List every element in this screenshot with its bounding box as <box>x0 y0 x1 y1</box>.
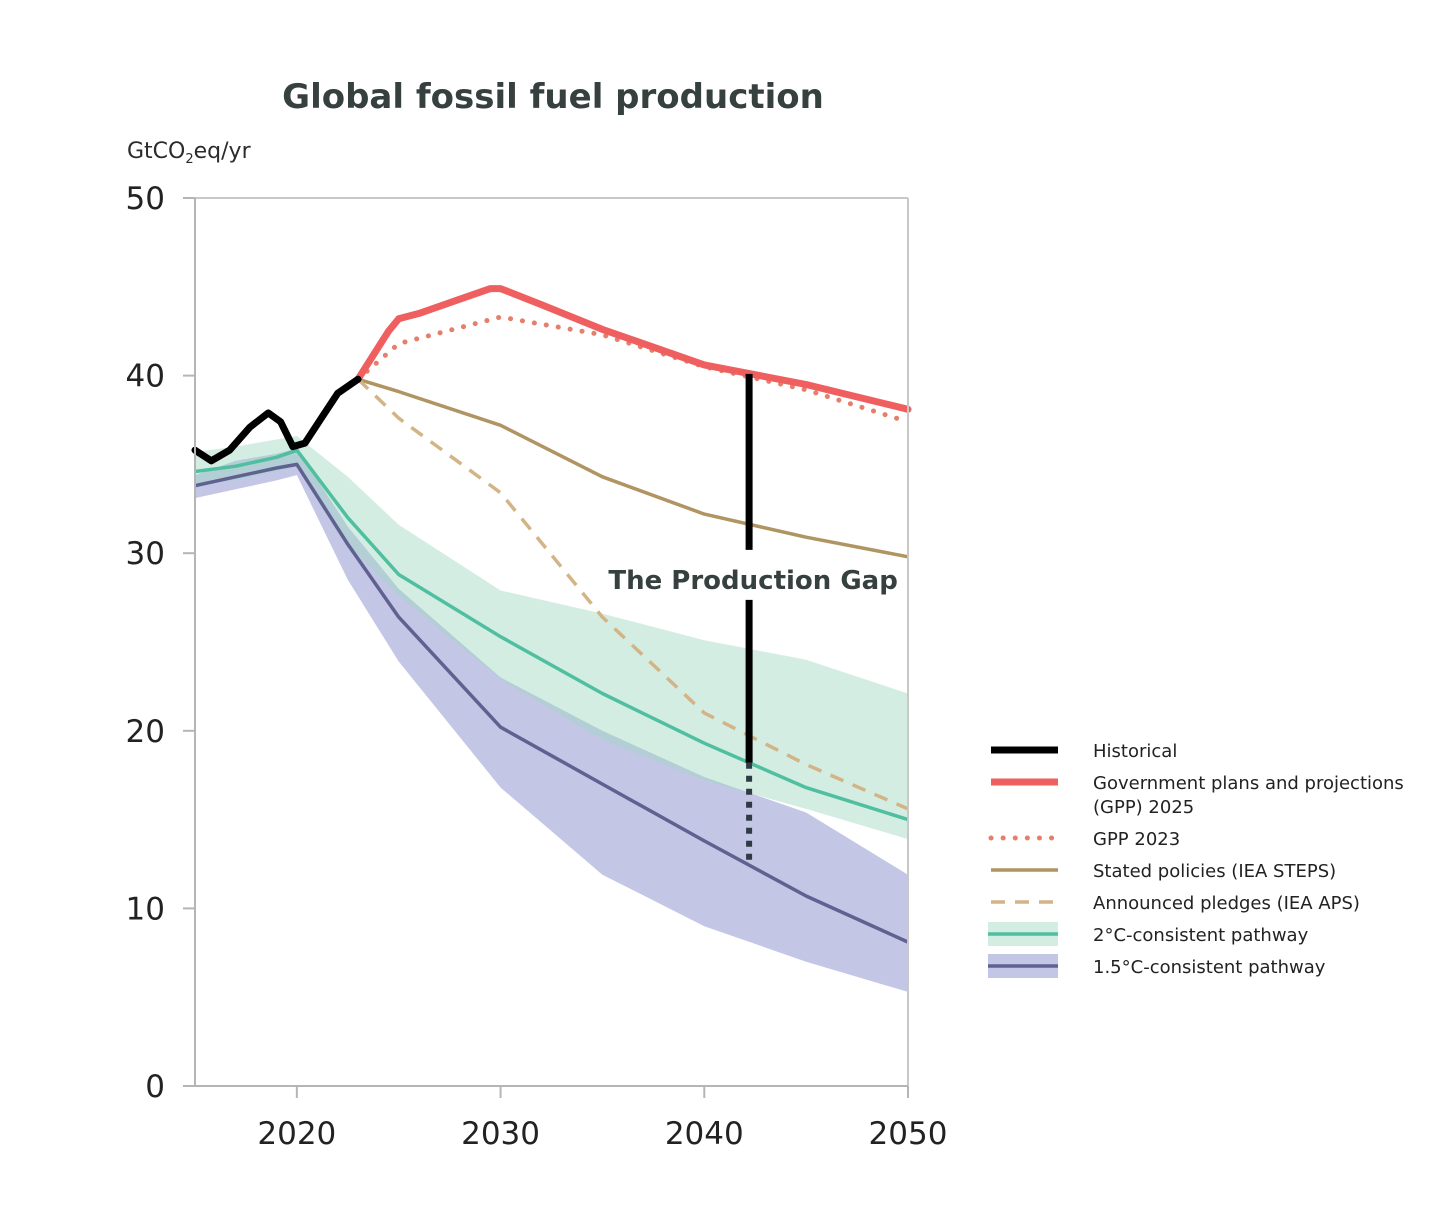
x-tick-label: 2040 <box>665 1116 744 1152</box>
steps-line <box>357 377 909 559</box>
aps-line <box>356 377 909 811</box>
y-axis-unit-tail: eq/yr <box>194 139 252 164</box>
y-axis-unit-subscript: 2 <box>185 152 193 167</box>
c15-line <box>194 462 909 944</box>
gpp2023-line <box>355 314 911 425</box>
y-tick-label: 50 <box>126 181 165 217</box>
pathway-bands <box>195 436 908 992</box>
legend-item-c15: 1.5°C-consistent pathway <box>988 954 1326 978</box>
x-tick-label: 2030 <box>461 1116 540 1152</box>
legend-label: Announced pledges (IEA APS) <box>1093 893 1360 914</box>
legend-label: (GPP) 2025 <box>1093 797 1194 818</box>
legend-swatch-c15 <box>988 954 1058 978</box>
series-lines <box>191 285 912 944</box>
x-tick-label: 2020 <box>257 1116 336 1152</box>
y-axis-unit-main: GtCO <box>127 139 185 164</box>
production-gap-annotation: The Production Gap <box>608 373 898 866</box>
legend-item-gpp2025: Government plans and projections (GPP) 20… <box>991 773 1404 818</box>
legend: Historical Government plans and projectio… <box>988 741 1404 978</box>
y-tick-label: 20 <box>126 714 165 750</box>
legend-label: Government plans and projections <box>1093 773 1404 794</box>
legend-item-historical: Historical <box>991 741 1177 762</box>
legend-label: 1.5°C-consistent pathway <box>1093 957 1326 978</box>
x-tick-label: 2050 <box>869 1116 948 1152</box>
legend-item-c2: 2°C-consistent pathway <box>988 922 1309 946</box>
y-tick-label: 40 <box>126 359 165 395</box>
legend-label: Stated policies (IEA STEPS) <box>1093 861 1336 882</box>
chart-title: Global fossil fuel production <box>282 77 824 117</box>
legend-item-steps: Stated policies (IEA STEPS) <box>991 861 1336 882</box>
y-axis-unit: GtCO2eq/yr <box>127 139 252 167</box>
c2-band <box>195 436 908 840</box>
y-tick-label: 30 <box>126 536 165 572</box>
production-gap-label: The Production Gap <box>608 566 897 596</box>
legend-label: 2°C-consistent pathway <box>1093 925 1309 946</box>
legend-item-aps: Announced pledges (IEA APS) <box>991 893 1360 914</box>
legend-label: Historical <box>1093 741 1177 762</box>
y-tick-label: 10 <box>126 891 165 927</box>
legend-label: GPP 2023 <box>1093 829 1180 850</box>
legend-swatch-c2 <box>988 922 1058 946</box>
y-tick-label: 0 <box>145 1069 165 1105</box>
historical-line <box>191 375 362 465</box>
gpp2025-line <box>354 285 912 413</box>
c2-line <box>194 448 909 822</box>
legend-item-gpp2023: GPP 2023 <box>988 829 1180 850</box>
